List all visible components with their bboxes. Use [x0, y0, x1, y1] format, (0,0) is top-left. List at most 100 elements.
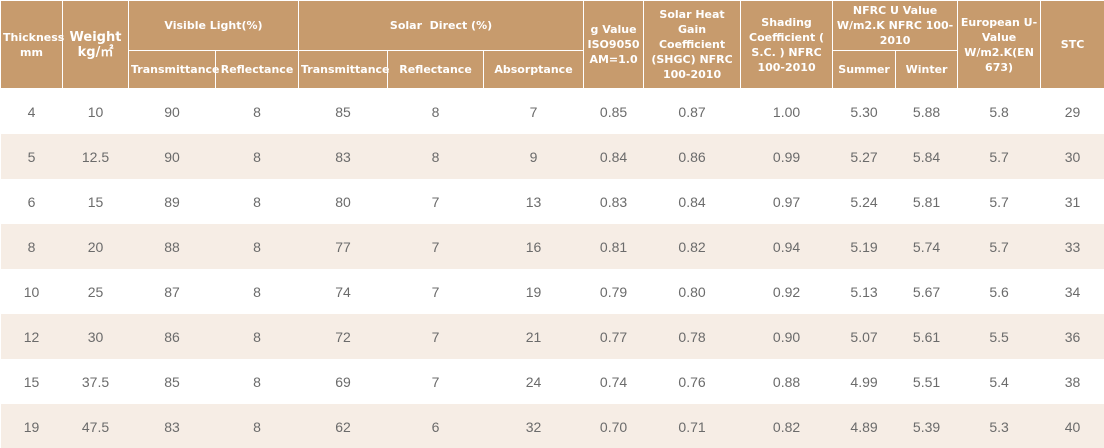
table-cell: 5.7: [957, 224, 1041, 269]
table-cell: 0.70: [583, 404, 644, 448]
table-cell: 86: [128, 314, 216, 359]
table-row: 8 20 88 8 77 7 16 0.81 0.82 0.94 5.19 5.74 5.7 33: [0, 224, 1104, 269]
table-cell: 6: [27, 193, 36, 210]
table-row: 15 37.5 85 8 69 7 24 0.74 0.76 0.88 4.99 5.51 5.4 38: [1, 359, 1104, 404]
table-cell: 8: [215, 134, 299, 179]
table-cell: 8: [253, 373, 261, 390]
table-cell: 37.5: [81, 373, 110, 390]
table-cell: 5.07: [832, 314, 896, 359]
table-cell: 13: [525, 193, 542, 210]
header-cell: Shading Coefficient ( S.C. ) NFRC 100-20…: [740, 0, 834, 89]
table-cell: 7: [431, 193, 440, 210]
table-cell: 0.84: [583, 134, 644, 179]
table-cell: 90: [128, 134, 216, 179]
table-cell: 0.88: [772, 373, 801, 390]
table-cell: 89: [164, 193, 180, 210]
table-cell: 47.5: [62, 404, 129, 448]
table-cell: 7: [431, 373, 440, 390]
table-cell: 5.39: [895, 404, 958, 448]
table-cell: 5.30: [850, 103, 878, 120]
table-cell: 5.61: [895, 314, 958, 359]
table-cell: 5.88: [912, 103, 941, 120]
table-cell: 5.5: [957, 314, 1041, 359]
table-cell: 8: [431, 103, 440, 120]
table-cell: 5.19: [832, 224, 896, 269]
table-cell: 19: [0, 404, 63, 448]
table-cell: 5.6: [989, 283, 1009, 300]
header-cell: Reflectance: [214, 50, 300, 89]
table-cell: 29: [1064, 103, 1081, 120]
table-cell: 83: [298, 134, 388, 179]
table-cell: 7: [387, 314, 484, 359]
table-cell: 38: [1064, 373, 1081, 390]
table-cell: 77: [298, 224, 388, 269]
table-cell: 0.82: [740, 404, 833, 448]
header-row: Thickness mm Weight kg/㎡ Visible Light(%…: [0, 0, 1104, 89]
table-cell: 80: [335, 193, 351, 210]
header-cell: Solar Heat Gain Coefficient (SHGC) NFRC …: [643, 0, 742, 89]
table-cell: 31: [1064, 193, 1081, 210]
table-cell: 7: [431, 283, 440, 300]
table-cell: 5.4: [989, 373, 1009, 390]
table-cell: 8: [253, 103, 261, 120]
table-cell: 0.71: [643, 404, 741, 448]
table-cell: 12: [0, 314, 63, 359]
table-cell: 0.83: [599, 193, 628, 210]
table-cell: 88: [128, 224, 216, 269]
table-row: 4 10 90 8 85 8 7 0.85 0.87 1.00 5.30 5.88 5.8 29: [1, 89, 1104, 135]
table-cell: 0.86: [643, 134, 741, 179]
table-cell: 33: [1040, 224, 1104, 269]
table-cell: 0.81: [583, 224, 644, 269]
table-cell: 5: [0, 134, 63, 179]
table-cell: 5.27: [832, 134, 896, 179]
table-cell: 36: [1040, 314, 1104, 359]
table-cell: 32: [483, 404, 584, 448]
header-cell: Visible Light(%): [127, 0, 300, 51]
table-cell: 5.13: [850, 283, 878, 300]
table-cell: 21: [483, 314, 584, 359]
table-cell: 0.79: [599, 283, 628, 300]
table-cell: 4: [27, 103, 36, 120]
table-cell: 62: [298, 404, 388, 448]
table-cell: 8: [0, 224, 63, 269]
table-cell: 19: [525, 283, 542, 300]
table-cell: 0.82: [643, 224, 741, 269]
table-cell: 30: [1040, 134, 1104, 179]
table-cell: 72: [298, 314, 388, 359]
header-cell: Summer: [832, 50, 897, 89]
table-cell: 0.97: [772, 193, 801, 210]
table-cell: 0.78: [643, 314, 741, 359]
header-cell: European U-Value W/m2.K(EN 673): [957, 0, 1042, 89]
table-cell: 74: [335, 283, 351, 300]
table-cell: 5.67: [912, 283, 941, 300]
table-cell: 85: [164, 373, 180, 390]
table-cell: 90: [164, 103, 180, 120]
table-header: Thickness mm Weight kg/㎡ Visible Light(%…: [0, 0, 1104, 89]
table-row: 6 15 89 8 80 7 13 0.83 0.84 0.97 5.24 5.81 5.7 31: [1, 179, 1104, 224]
table-cell: 15: [23, 373, 40, 390]
table-cell: 25: [87, 283, 104, 300]
table-cell: 0.90: [740, 314, 833, 359]
table-cell: 0.76: [678, 373, 706, 390]
table-row: 12 30 86 8 72 7 21 0.77 0.78 0.90 5.07 5.61 5.5 36: [0, 314, 1104, 359]
table-cell: 8: [215, 404, 299, 448]
table-cell: 16: [483, 224, 584, 269]
table-row: 19 47.5 83 8 62 6 32 0.70 0.71 0.82 4.89 5.39 5.3 40: [0, 404, 1104, 448]
table-cell: 0.85: [599, 103, 628, 120]
table-cell: 10: [23, 283, 40, 300]
table-cell: 0.92: [772, 283, 801, 300]
table-cell: 0.84: [678, 193, 706, 210]
table-cell: 0.80: [678, 283, 706, 300]
table-cell: 5.7: [957, 134, 1041, 179]
table-cell: 34: [1064, 283, 1081, 300]
table-cell: 40: [1040, 404, 1104, 448]
table-cell: 69: [335, 373, 351, 390]
table-cell: 7: [387, 224, 484, 269]
header-cell: Solar Direct (%): [298, 0, 585, 51]
header-cell: NFRC U Value W/m2.K NFRC 100-2010: [832, 0, 959, 51]
table-cell: 8: [253, 283, 261, 300]
table-cell: 5.7: [989, 193, 1009, 210]
table-cell: 24: [525, 373, 542, 390]
